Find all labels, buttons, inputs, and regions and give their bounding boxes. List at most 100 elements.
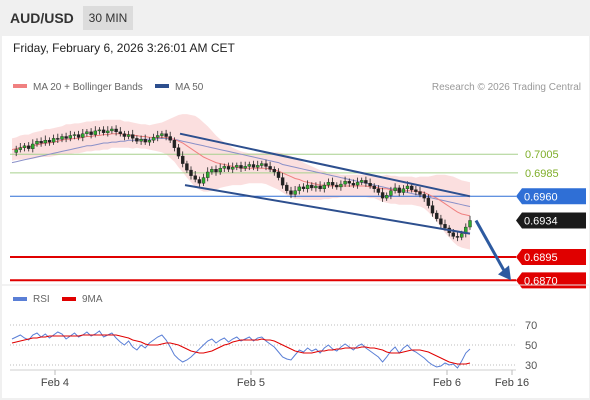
candle-body-up bbox=[93, 130, 98, 135]
candlesticks bbox=[14, 125, 472, 242]
legend-rsi-swatch bbox=[13, 297, 27, 301]
candle bbox=[293, 186, 297, 198]
candle bbox=[168, 131, 172, 143]
candle bbox=[101, 126, 106, 136]
candle bbox=[364, 176, 368, 187]
candle bbox=[226, 162, 231, 172]
candle-body-up bbox=[243, 166, 247, 169]
candle-body-up bbox=[210, 168, 214, 173]
symbol-title: AUD/USD bbox=[10, 10, 74, 26]
candle bbox=[155, 130, 160, 142]
candle-body-up bbox=[205, 171, 210, 178]
candle bbox=[39, 137, 43, 147]
candle-body-down bbox=[347, 181, 351, 184]
candle-body-up bbox=[256, 165, 260, 168]
price-level-labels: 0.7005 0.6985 0.6960 0.6934 0.6895 0.6870 bbox=[516, 149, 586, 289]
candle-body-down bbox=[276, 171, 281, 178]
candle bbox=[31, 139, 35, 153]
candle-body-up bbox=[147, 139, 152, 143]
candle bbox=[435, 210, 439, 222]
candle bbox=[81, 129, 85, 142]
candle bbox=[289, 186, 293, 199]
candle bbox=[322, 182, 326, 193]
candle bbox=[326, 178, 331, 188]
candle bbox=[285, 182, 289, 194]
candle bbox=[355, 177, 360, 189]
candle bbox=[368, 178, 372, 189]
candle-body-up bbox=[72, 134, 77, 136]
candle-body-down bbox=[272, 168, 276, 173]
candle-body-up bbox=[385, 195, 389, 199]
candle bbox=[56, 133, 60, 143]
candle-body-down bbox=[397, 187, 401, 193]
timeframe-button[interactable]: 30 MIN bbox=[83, 6, 133, 30]
candle-body-down bbox=[185, 163, 189, 171]
candle bbox=[410, 183, 414, 193]
legend-ma50-label: MA 50 bbox=[175, 82, 204, 93]
candle-body-down bbox=[251, 164, 256, 168]
candle-body-down bbox=[168, 136, 172, 141]
candle-body-up bbox=[31, 143, 35, 149]
candle bbox=[172, 137, 177, 152]
candle bbox=[235, 162, 239, 171]
candle bbox=[218, 163, 222, 175]
credit-text: Research © 2026 Trading Central bbox=[432, 82, 581, 93]
candle bbox=[139, 135, 143, 145]
candle-body-down bbox=[285, 184, 289, 191]
candle bbox=[18, 143, 22, 153]
rsi-tick-label: 30 bbox=[525, 360, 537, 372]
rsi-grid: 70 50 30 bbox=[10, 320, 537, 372]
candle-body-up bbox=[230, 167, 235, 170]
candle-body-down bbox=[443, 224, 447, 229]
candle-body-down bbox=[380, 192, 385, 199]
level-tag-support: 0.6895 bbox=[516, 248, 586, 265]
candle bbox=[122, 130, 127, 141]
candle-body-down bbox=[135, 138, 139, 142]
candle bbox=[43, 135, 47, 146]
level-label-support: 0.6870 bbox=[524, 275, 558, 287]
candle bbox=[256, 160, 260, 171]
candle bbox=[197, 176, 202, 187]
candle bbox=[239, 161, 243, 172]
candle-body-down bbox=[301, 186, 306, 189]
candle-body-up bbox=[389, 190, 393, 196]
candle-body-up bbox=[18, 147, 22, 150]
candle-body-down bbox=[439, 218, 443, 225]
candle bbox=[193, 171, 197, 183]
candle-body-down bbox=[335, 184, 339, 188]
candle-body-up bbox=[235, 165, 239, 168]
candle-body-up bbox=[51, 138, 56, 143]
candle-body-down bbox=[435, 212, 439, 219]
candle bbox=[243, 161, 247, 171]
level-label-resistance: 0.7005 bbox=[525, 149, 559, 161]
candle-body-down bbox=[56, 138, 60, 140]
candle-body-up bbox=[151, 137, 156, 141]
candle-body-up bbox=[343, 181, 347, 185]
legend-rsi-ma-label: 9MA bbox=[82, 294, 103, 305]
candle-body-up bbox=[81, 133, 85, 138]
candle-body-down bbox=[143, 139, 147, 143]
candle-body-down bbox=[214, 168, 218, 173]
candle-body-down bbox=[418, 191, 422, 195]
candle-body-down bbox=[372, 185, 376, 189]
candle-body-up bbox=[43, 139, 47, 144]
candle bbox=[214, 165, 218, 176]
candle bbox=[143, 134, 147, 145]
rsi-tick-label: 70 bbox=[525, 320, 537, 332]
candle bbox=[264, 159, 268, 171]
candle-body-down bbox=[264, 163, 268, 167]
candle bbox=[247, 161, 252, 171]
channel-upper-line bbox=[179, 132, 471, 198]
candle bbox=[47, 137, 52, 146]
candle bbox=[318, 181, 322, 192]
candle bbox=[27, 142, 31, 152]
chart-datetime: Friday, February 6, 2026 3:26:01 AM CET bbox=[13, 41, 235, 55]
candle bbox=[22, 143, 27, 152]
candle-body-down bbox=[310, 184, 314, 189]
candle-body-up bbox=[222, 166, 227, 169]
candle-body-up bbox=[260, 163, 264, 166]
candle bbox=[297, 184, 301, 195]
candle bbox=[251, 160, 256, 171]
candle bbox=[330, 177, 335, 189]
candle bbox=[76, 130, 81, 141]
